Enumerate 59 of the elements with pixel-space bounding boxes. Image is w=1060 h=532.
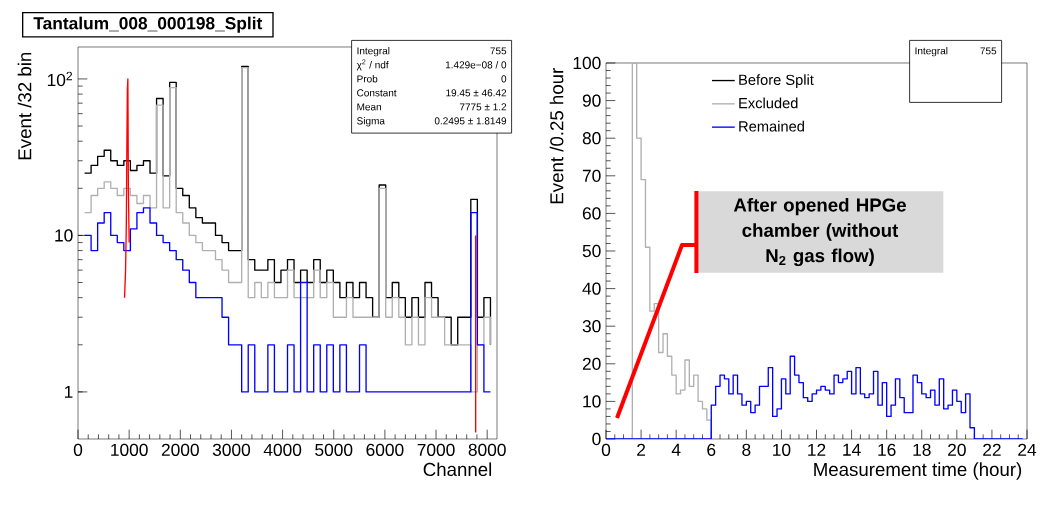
y-tick-label: 100 (573, 56, 601, 70)
annotation: Sigma (357, 117, 385, 127)
x-tick-label: 18 (913, 443, 931, 456)
y-tick-label: 50 (582, 244, 601, 258)
y-tick-label: 0 (592, 432, 601, 446)
y-tick-label: 10$^{2}$ (47, 71, 72, 87)
x-axis-title: Channel (423, 462, 492, 477)
annotation: 19.45 ± 46.42 (446, 89, 507, 97)
annotation: After opened HPGe chamber (without N$_{2}$ gas flow) (733, 197, 906, 267)
annotation: Prob (357, 75, 378, 83)
y-tick-label: 60 (582, 207, 601, 220)
x-tick-label: 4 (671, 443, 681, 456)
x-tick-label: 5000 (315, 443, 353, 456)
x-tick-label: 2 (637, 443, 646, 456)
annotation: Mean (357, 103, 381, 111)
x-tick-label: 6000 (366, 443, 404, 456)
x-tick-label: 24 (1018, 443, 1037, 456)
x-axis-title: Measurement time (hour) (814, 462, 1022, 480)
y-tick-label: 1 (64, 385, 73, 398)
annotation: 1.429e−08 / 0 (445, 61, 507, 69)
x-tick-label: 8000 (468, 443, 506, 456)
y-tick-label: 10 (55, 229, 73, 242)
annotation: 7775 ± 1.2 (459, 103, 507, 111)
annotation: χ$^{2}$ / ndf (356, 59, 389, 71)
y-tick-label: 30 (582, 320, 601, 333)
x-tick-label: 2000 (161, 443, 199, 456)
x-tick-label: 10 (773, 443, 791, 456)
chart-title: Tantalum_008_000198_Split (33, 16, 263, 33)
y-axis-title: Event /0.25 hour (549, 68, 564, 204)
x-tick-label: 16 (878, 443, 896, 456)
y-axis-title: Event /32 bin (17, 52, 32, 160)
x-tick-label: 6 (707, 443, 716, 456)
x-tick-label: 0 (601, 443, 611, 456)
legend-label: Excluded (739, 97, 798, 109)
x-tick-label: 22 (983, 443, 1001, 456)
y-tick-label: 80 (582, 132, 601, 145)
text: 755 (980, 47, 997, 55)
x-tick-label: 7000 (417, 443, 455, 456)
text: Integral (915, 47, 948, 57)
y-tick-label: 20 (582, 357, 601, 370)
x-tick-label: 4000 (263, 443, 302, 456)
annotation: Constant (357, 89, 397, 97)
annotation: 0.2495 ± 1.8149 (434, 117, 507, 125)
legend-label: Before Split (739, 74, 814, 88)
x-tick-label: 14 (843, 443, 861, 456)
text: 0 (501, 75, 507, 83)
y-tick-label: 90 (582, 94, 601, 107)
y-tick-label: 40 (582, 282, 601, 295)
legend-label: Remained (739, 120, 804, 132)
y-tick-label: 70 (582, 169, 601, 182)
x-tick-label: 3000 (212, 443, 251, 456)
annotation: 755 (490, 47, 507, 55)
x-tick-label: 8 (742, 443, 751, 456)
x-tick-label: 0 (73, 443, 83, 456)
x-tick-label: 1000 (111, 443, 148, 456)
x-tick-label: 20 (948, 443, 966, 456)
y-tick-label: 10 (583, 395, 601, 408)
annotation: Integral (357, 47, 390, 57)
x-tick-label: 12 (808, 443, 826, 456)
